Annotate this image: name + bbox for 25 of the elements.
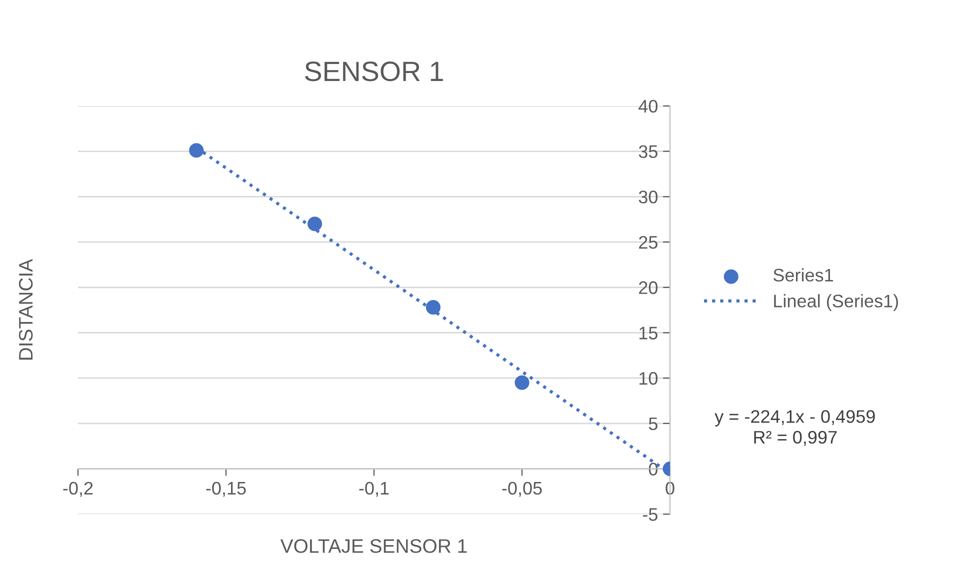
chart-title: SENSOR 1 bbox=[305, 62, 443, 82]
x-tick-label: -0,1 bbox=[359, 482, 389, 497]
x-tick-label: -0,05 bbox=[502, 482, 542, 497]
x-tick-label: -0,2 bbox=[63, 482, 93, 497]
legend-label: Series1 bbox=[773, 268, 833, 282]
text: y = -224,1x - 0,4959 R² = 0,997 bbox=[714, 410, 875, 446]
x-axis-title: VOLTAJE SENSOR 1 bbox=[280, 539, 467, 553]
legend-label: Lineal (Series1) bbox=[774, 294, 898, 311]
point bbox=[189, 143, 204, 158]
y-tick-label: 5 bbox=[648, 418, 658, 430]
point bbox=[514, 375, 530, 390]
y-tick-label: 20 bbox=[639, 281, 658, 294]
x-tick-label: 0 bbox=[666, 482, 674, 495]
y-tick-label: 15 bbox=[640, 326, 658, 340]
y-tick-label: 25 bbox=[639, 236, 658, 249]
x-tick-label: -0,15 bbox=[206, 482, 246, 497]
y-tick-label: 10 bbox=[640, 372, 658, 385]
y-tick-label: 30 bbox=[638, 190, 658, 204]
y-axis-title: DISTANCIA bbox=[18, 258, 33, 360]
y-tick-label: 40 bbox=[638, 100, 658, 113]
point bbox=[308, 216, 322, 232]
point bbox=[426, 300, 440, 315]
y-tick-label: 35 bbox=[638, 145, 658, 158]
y-tick-label: -5 bbox=[642, 508, 658, 521]
y-tick-label: 0 bbox=[648, 462, 658, 476]
